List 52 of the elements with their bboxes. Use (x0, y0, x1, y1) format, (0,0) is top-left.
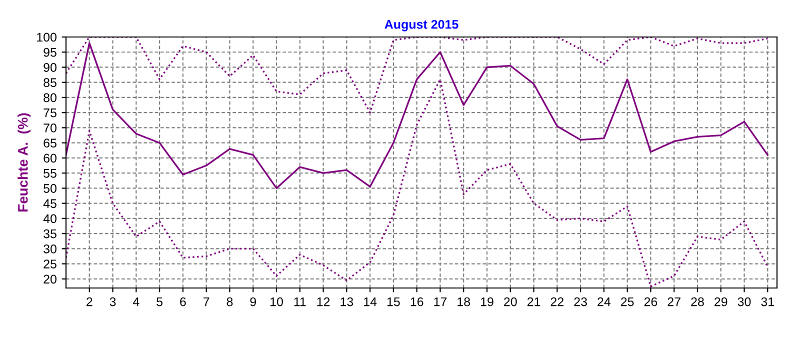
y-tick-label: 80 (44, 93, 56, 102)
x-tick-label: 14 (364, 297, 377, 306)
x-tick-label: 7 (203, 297, 210, 306)
chart-title: August 2015 (384, 20, 458, 32)
x-tick-label: 10 (270, 297, 283, 306)
y-tick-label: 95 (44, 48, 56, 57)
y-tick-label: 65 (44, 138, 56, 148)
x-tick-label: 8 (226, 297, 233, 306)
x-tick-label: 13 (340, 297, 354, 306)
x-tick-label: 29 (714, 297, 728, 306)
y-tick-label: 20 (44, 274, 56, 284)
x-tick-label: 9 (250, 297, 256, 306)
x-tick-label: 11 (294, 297, 306, 306)
x-tick-label: 23 (574, 297, 587, 306)
x-tick-label: 28 (691, 297, 704, 306)
y-tick-label: 90 (44, 63, 56, 72)
x-tick-label: 17 (434, 297, 447, 306)
x-tick-label: 31 (761, 297, 774, 306)
x-tick-label: 6 (180, 297, 186, 306)
y-tick-label: 30 (44, 244, 56, 254)
x-tick-label: 3 (110, 297, 116, 306)
x-tick-label: 19 (480, 297, 494, 306)
x-tick-label: 27 (668, 297, 680, 306)
x-tick-label: 15 (387, 297, 400, 306)
x-tick-label: 12 (317, 297, 330, 306)
y-tick-label: 50 (44, 184, 56, 193)
x-tick-label: 16 (410, 297, 424, 306)
line-series (66, 42, 768, 190)
y-tick-label: 40 (43, 214, 56, 224)
y-tick-label: 45 (43, 199, 56, 208)
y-tick-label: 85 (44, 78, 56, 88)
x-tick-label: 5 (156, 297, 163, 306)
x-tick-label: 30 (738, 297, 751, 306)
x-tick-label: 18 (458, 297, 470, 306)
y-tick-label: 60 (44, 154, 56, 163)
line-series (66, 78, 768, 288)
x-tick-label: 4 (132, 297, 140, 306)
y-tick-label: 100 (37, 32, 56, 42)
x-tick-label: 25 (620, 297, 634, 306)
x-tick-label: 26 (644, 297, 658, 306)
x-tick-label: 21 (527, 297, 540, 306)
x-tick-label: 24 (598, 297, 611, 306)
y-tick-label: 75 (44, 108, 56, 118)
x-tick-label: 20 (504, 297, 517, 306)
y-tick-label: 25 (44, 260, 56, 268)
y-tick-label: 55 (44, 169, 56, 178)
x-tick-label: 22 (550, 297, 564, 306)
y-axis-title: Feuchte A. (%) (18, 113, 31, 212)
line-series (66, 37, 768, 114)
x-tick-label: 2 (86, 297, 92, 306)
y-tick-label: 70 (44, 124, 56, 132)
y-tick-label: 35 (44, 229, 56, 238)
